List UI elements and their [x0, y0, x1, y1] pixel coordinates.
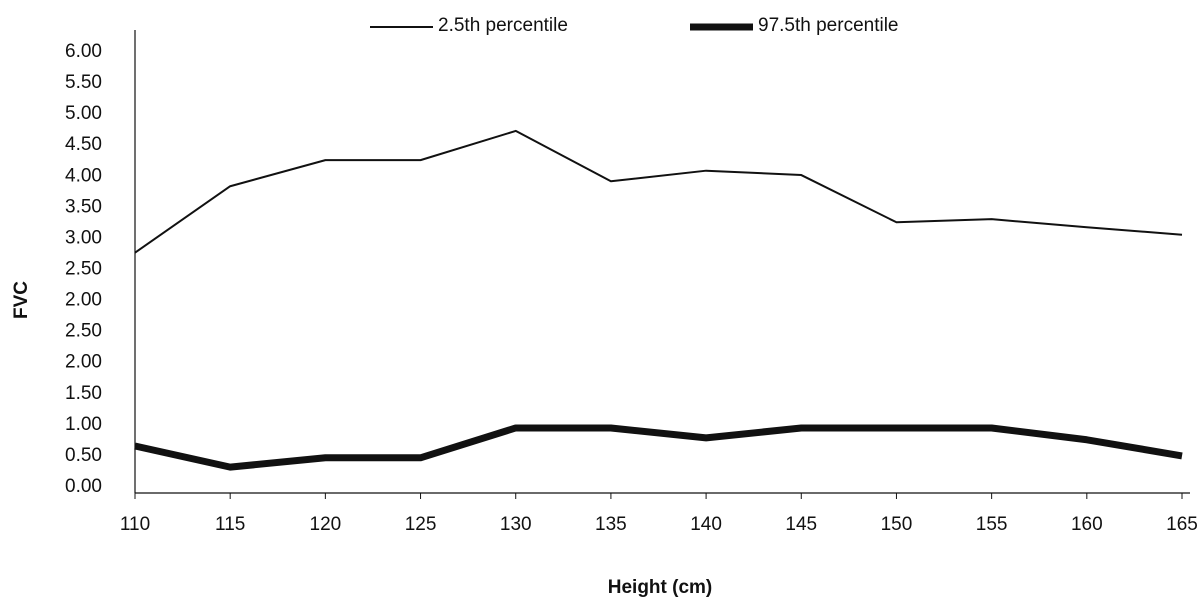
line-series — [134, 129, 1183, 254]
x-tick-label: 135 — [595, 514, 627, 535]
y-tick-label: 0.00 — [65, 476, 102, 497]
y-axis-label: FVC — [11, 281, 32, 319]
x-tick-label: 125 — [405, 514, 437, 535]
y-tick-label: 2.00 — [65, 290, 102, 311]
x-tick-label: 140 — [690, 514, 722, 535]
x-tick-label: 160 — [1071, 514, 1103, 535]
y-tick-label: 6.00 — [65, 41, 102, 62]
y-tick-label: 2.50 — [65, 321, 102, 342]
y-tick-label: 2.50 — [65, 259, 102, 280]
y-tick-label: 4.50 — [65, 134, 102, 155]
x-tick-label: 155 — [976, 514, 1008, 535]
y-tick-label: 5.50 — [65, 72, 102, 93]
y-tick-label: 5.00 — [65, 103, 102, 124]
x-tick-label: 145 — [785, 514, 817, 535]
y-tick-label: 1.50 — [65, 383, 102, 404]
x-tick-label: 150 — [881, 514, 913, 535]
x-tick-label: 110 — [120, 514, 150, 535]
legend-label: 97.5th percentile — [758, 15, 899, 36]
x-tick-label: 165 — [1166, 514, 1198, 535]
y-tick-label: 2.00 — [65, 352, 102, 373]
y-tick-label: 3.00 — [65, 227, 102, 248]
y-tick-label: 4.00 — [65, 165, 102, 186]
x-axis-label: Height (cm) — [608, 577, 713, 598]
line-series — [134, 424, 1183, 471]
y-tick-label: 1.00 — [65, 414, 102, 435]
legend-label: 2.5th percentile — [438, 15, 568, 36]
y-tick-label: 0.50 — [65, 445, 102, 466]
y-tick-label: 3.50 — [65, 196, 102, 217]
x-tick-label: 120 — [310, 514, 342, 535]
x-tick-label: 115 — [215, 514, 245, 535]
x-tick-label: 130 — [500, 514, 532, 535]
